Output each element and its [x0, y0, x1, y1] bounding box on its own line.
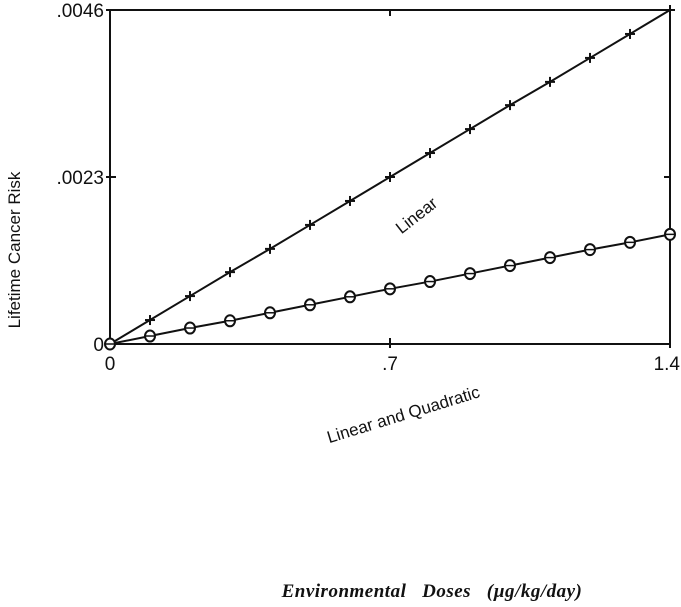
data-point-circle — [264, 306, 276, 320]
data-point-plus — [345, 195, 355, 206]
data-point-plus — [505, 100, 515, 111]
data-point-plus — [385, 172, 395, 182]
data-point-plus — [665, 5, 675, 15]
data-point-circle — [464, 267, 476, 281]
x-tick-label: .7 — [382, 354, 398, 375]
data-point-plus — [185, 291, 195, 302]
data-point-circle — [304, 298, 316, 312]
data-point-circle — [144, 329, 156, 343]
data-point-circle — [544, 251, 556, 265]
data-point-plus — [465, 124, 475, 135]
y-tick-label: .0046 — [56, 1, 104, 22]
data-point-circle — [384, 282, 396, 296]
data-point-plus — [545, 76, 555, 87]
data-point-circle — [664, 227, 676, 241]
data-point-plus — [145, 315, 155, 326]
data-point-plus — [305, 219, 315, 230]
y-axis-title: Lifetime Cancer Risk — [5, 171, 24, 328]
data-point-circle — [184, 321, 196, 335]
data-point-circle — [584, 243, 596, 257]
series-layer — [104, 5, 676, 351]
data-point-circle — [424, 275, 436, 289]
data-point-plus — [585, 52, 595, 63]
x-axis: 0 .7 1.4 — [105, 10, 681, 375]
y-axis: 0 .0023 .0046 — [56, 1, 670, 356]
data-point-circle — [504, 259, 516, 273]
x-axis-title: Environmental Doses (µg/kg/day) — [281, 581, 583, 602]
data-point-circle — [344, 290, 356, 304]
data-point-circle — [104, 337, 116, 351]
data-point-plus — [265, 243, 275, 254]
x-tick-label: 0 — [105, 354, 116, 375]
data-point-plus — [425, 148, 435, 159]
data-point-plus — [625, 28, 635, 39]
data-point-plus — [225, 267, 235, 278]
y-tick-label: 0 — [93, 335, 104, 356]
data-point-circle — [624, 235, 636, 249]
series-label-linear-and-quadratic: Linear and Quadratic — [325, 382, 483, 447]
y-tick-label: .0023 — [56, 168, 104, 189]
series-label-linear: Linear — [392, 193, 441, 237]
data-point-circle — [224, 314, 236, 328]
series-linear — [105, 5, 675, 349]
series-linear-and-quadratic — [104, 227, 676, 351]
x-tick-label: 1.4 — [654, 354, 681, 375]
